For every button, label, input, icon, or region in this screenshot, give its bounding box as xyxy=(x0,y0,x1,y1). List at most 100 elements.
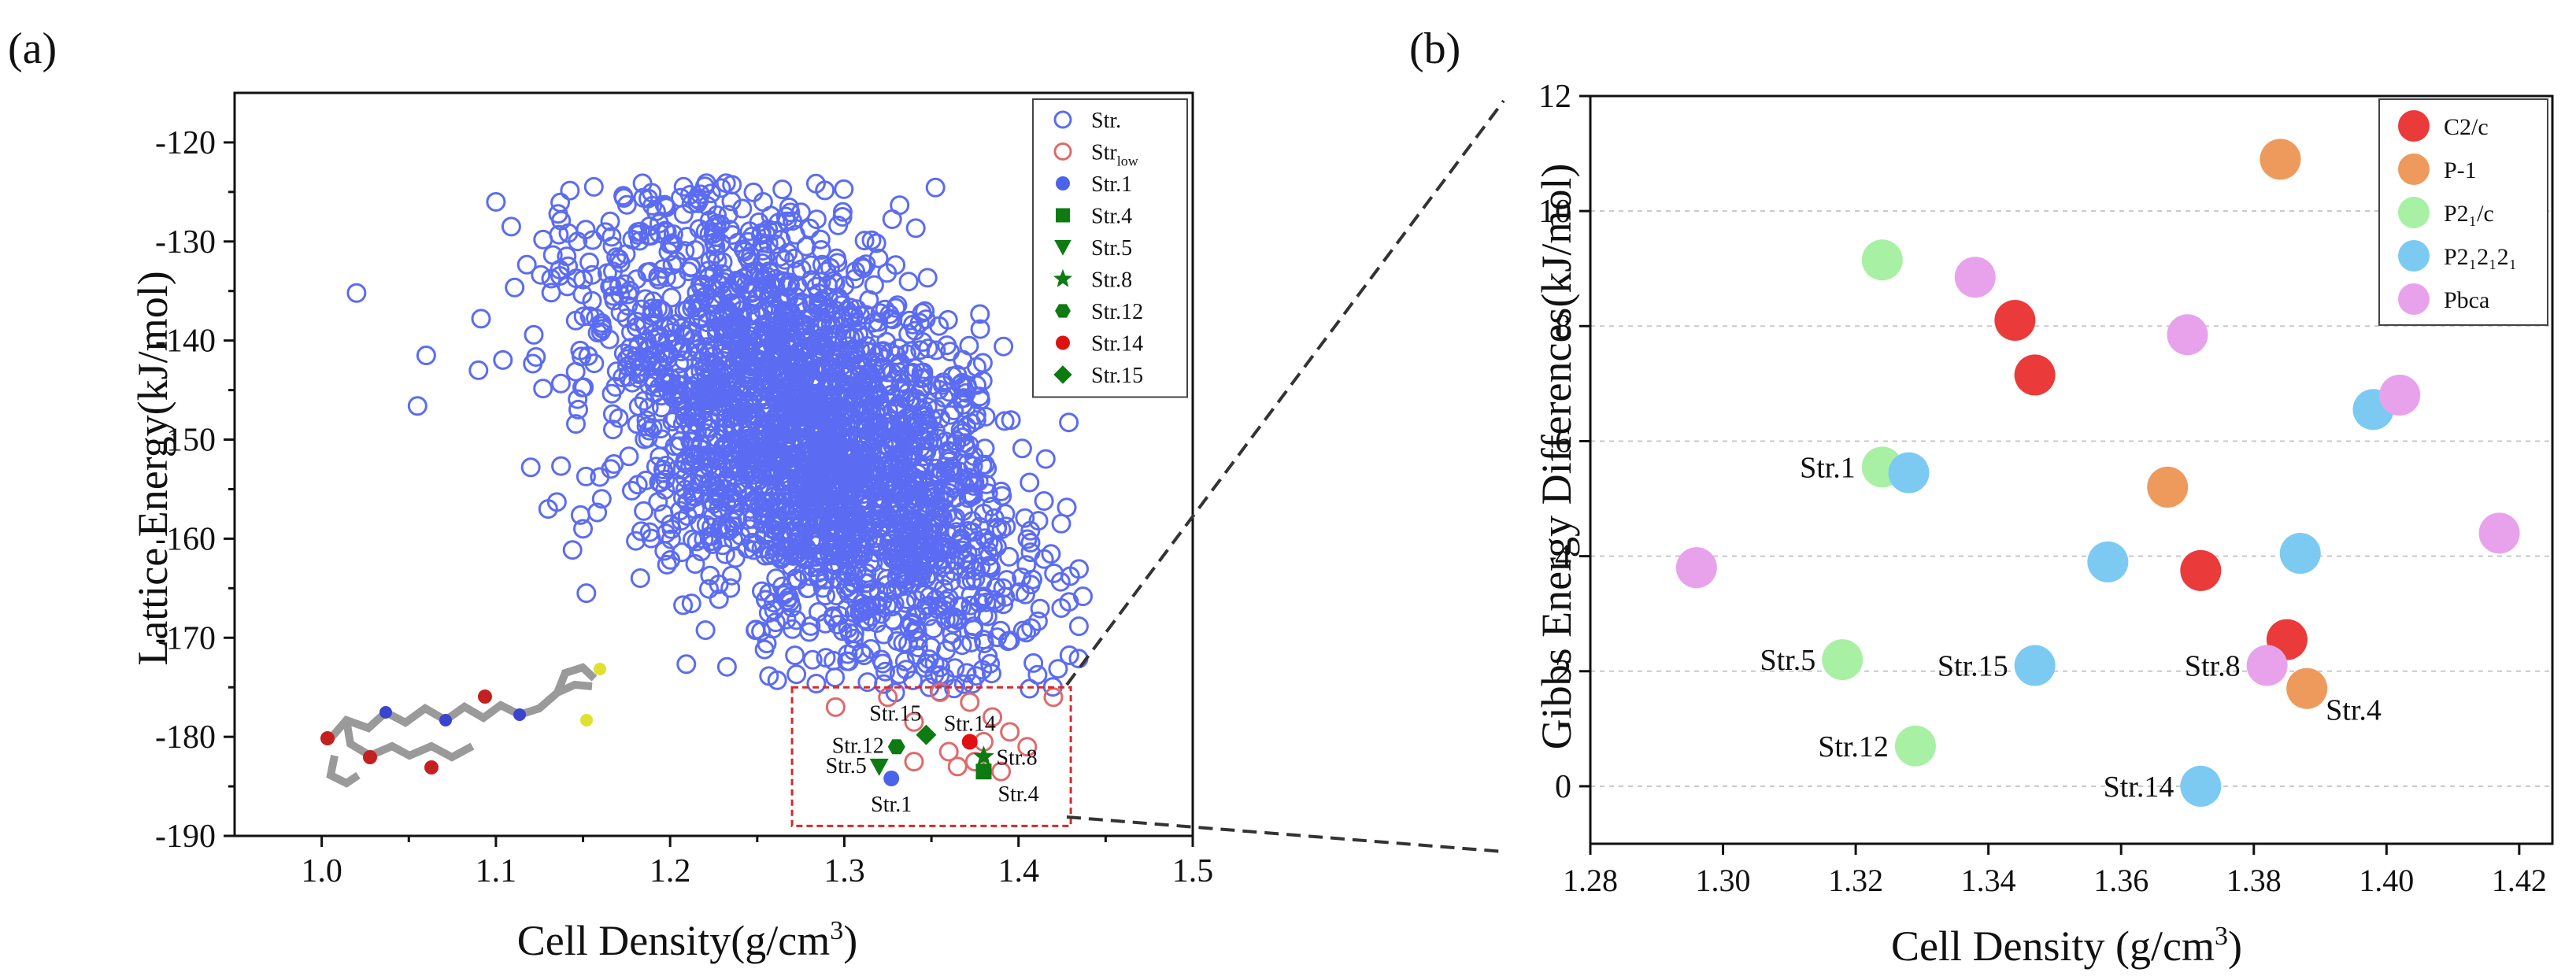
str-point xyxy=(856,568,876,589)
str-point xyxy=(570,340,590,360)
str-point xyxy=(661,368,681,389)
panel-a-x-tick-label: 1.3 xyxy=(824,853,865,889)
str-point xyxy=(1051,598,1071,618)
str-point xyxy=(953,394,973,415)
panel-a-x-axis-title: Cell Density(g/cm3) xyxy=(517,916,857,964)
str-point xyxy=(722,225,742,245)
panel-b-annotations: Str.1 Str.5 Str.15 Str.8 Str.4 Str.12 Str.14 xyxy=(1760,451,2381,804)
str-point xyxy=(610,302,631,323)
str-point xyxy=(657,330,678,350)
str-point xyxy=(983,536,1003,556)
legend-a-marker xyxy=(1056,176,1070,190)
panel-b-y-tick-label: 6 xyxy=(1555,423,1571,460)
str-point xyxy=(798,515,818,535)
str-point xyxy=(740,499,761,519)
panel-b-x-tick-label: 1.32 xyxy=(1828,863,1883,898)
str-point xyxy=(861,401,882,422)
str-point xyxy=(705,304,725,324)
str-point xyxy=(701,526,722,546)
legend-a-marker xyxy=(1053,110,1072,129)
str-point xyxy=(780,202,801,223)
str-point xyxy=(576,466,596,486)
str-point xyxy=(753,192,773,212)
point-pbca xyxy=(2246,645,2288,686)
str-point xyxy=(754,504,775,524)
str-point xyxy=(808,283,828,303)
str-point xyxy=(568,389,588,409)
str-point xyxy=(874,624,894,645)
str-point xyxy=(756,314,776,334)
str-point xyxy=(673,595,694,616)
panel-b-y-axis-title: Gibbs Energy Differences(kJ/mol) xyxy=(1533,164,1580,750)
str-point xyxy=(896,408,916,428)
highlight-str4-marker xyxy=(975,763,992,780)
str-point xyxy=(1030,598,1050,619)
str-point xyxy=(627,224,648,245)
str-point xyxy=(956,560,976,580)
panel-a-highlighted-structures: Str.1 Str.4 Str.5 Str.8 Str.12 Str.14 Str.15 xyxy=(790,686,1072,827)
str-point xyxy=(1021,618,1042,638)
str-point xyxy=(1060,566,1080,586)
highlight-str5-marker xyxy=(869,758,889,776)
str-point xyxy=(698,418,717,438)
str-point xyxy=(949,596,969,616)
str-low-point xyxy=(983,707,1003,727)
str-point xyxy=(950,375,971,395)
str-point xyxy=(520,457,541,478)
str-point xyxy=(719,520,739,541)
str-point xyxy=(699,579,719,599)
str-point xyxy=(941,442,961,462)
legend-b-marker xyxy=(2398,283,2430,315)
str-point xyxy=(854,231,875,251)
str-point xyxy=(896,414,916,434)
zoom-box xyxy=(790,686,1072,827)
str-point xyxy=(931,409,951,429)
str-point xyxy=(614,188,634,208)
str-point xyxy=(991,519,1012,540)
panel-a-y-tick-label: -180 xyxy=(155,719,216,756)
str-point xyxy=(648,266,668,287)
str-point xyxy=(934,600,954,620)
str-point xyxy=(806,436,826,457)
str-low-point xyxy=(904,712,924,732)
str-point xyxy=(416,346,436,366)
str-point xyxy=(573,269,594,290)
str-low-point xyxy=(1017,737,1038,757)
str-point xyxy=(676,654,697,675)
panel-b-label: (b) xyxy=(1409,24,1460,73)
panel-b-x-tick-label: 1.40 xyxy=(2359,863,2414,898)
str-point xyxy=(950,420,971,440)
str-point xyxy=(953,388,974,409)
str-point xyxy=(650,446,670,467)
molecule-backbone xyxy=(328,680,593,741)
str-point xyxy=(831,453,852,473)
str-point xyxy=(953,501,973,522)
str-point xyxy=(928,428,949,449)
str-low-point xyxy=(960,692,980,712)
str-point xyxy=(642,352,662,372)
str-point xyxy=(815,180,835,201)
str-point xyxy=(893,633,913,653)
str-point xyxy=(590,467,610,487)
str-point xyxy=(772,524,793,545)
str-point xyxy=(768,339,789,360)
str-point xyxy=(1059,645,1079,665)
str-point xyxy=(647,327,668,348)
str-point xyxy=(896,660,916,680)
str-point xyxy=(793,434,813,454)
str-point xyxy=(541,283,561,303)
str-point xyxy=(934,534,954,553)
point-p212121 xyxy=(1888,452,1930,494)
str-point xyxy=(855,412,875,432)
point-p212121 xyxy=(2014,645,2056,686)
str-point xyxy=(579,306,600,327)
str-point xyxy=(582,264,602,285)
legend-b-marker xyxy=(2398,197,2430,228)
str-point xyxy=(673,176,694,197)
str-point xyxy=(890,378,910,397)
str-point xyxy=(579,252,599,272)
str-point xyxy=(786,478,807,498)
str-point xyxy=(630,568,650,588)
panel-a-y-tick-label: -170 xyxy=(155,620,216,656)
str-point xyxy=(799,362,820,383)
